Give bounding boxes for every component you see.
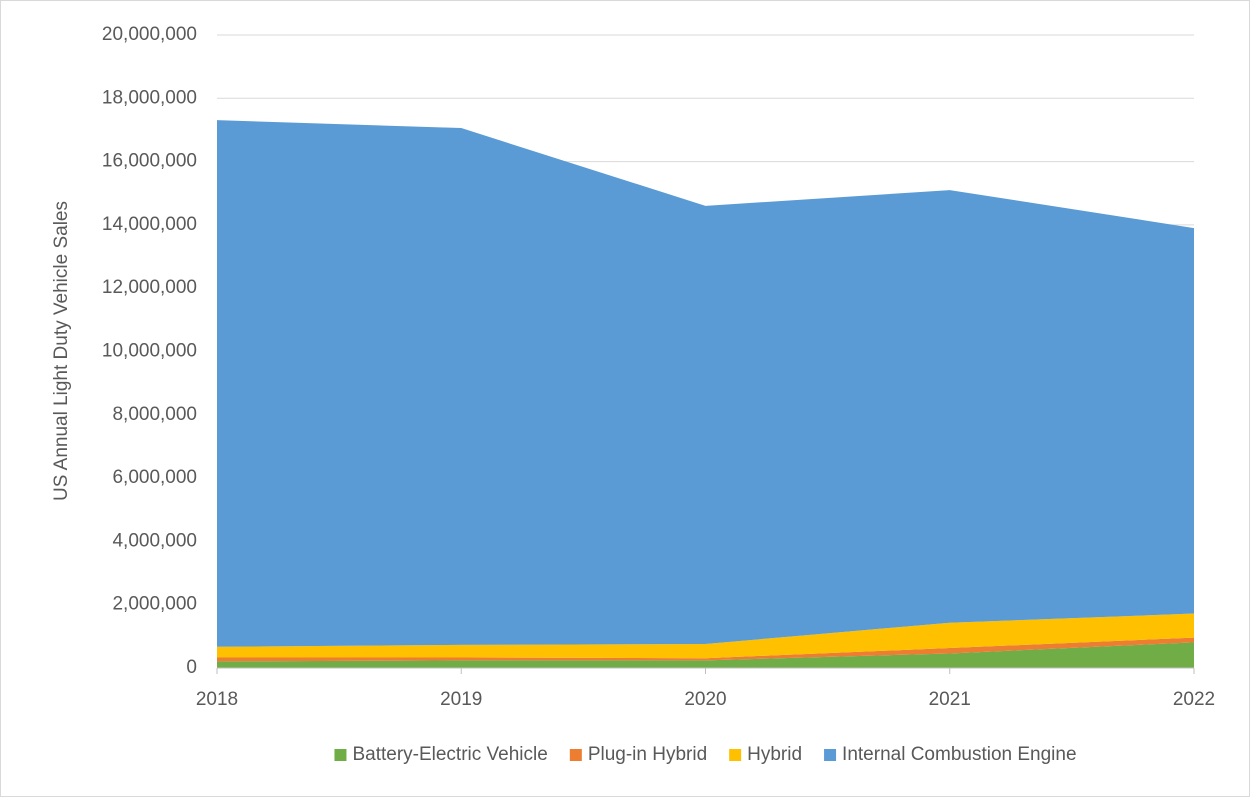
legend-swatch [569,749,582,761]
y-tick-label: 4,000,000 [112,530,197,551]
x-tick-label: 2022 [1173,689,1215,710]
y-tick-label: 0 [186,657,197,678]
x-tick-label: 2019 [440,689,482,710]
y-tick-label: 16,000,000 [102,151,197,172]
x-tick-label: 2020 [684,689,726,710]
area [217,637,1194,662]
y-tick-label: 12,000,000 [102,277,197,298]
y-axis-label: US Annual Light Duty Vehicle Sales [51,201,72,501]
legend-label: Plug-in Hybrid [588,744,707,765]
y-tick-label: 8,000,000 [112,404,197,425]
y-tick-label: 6,000,000 [112,467,197,488]
x-tick-label: 2021 [929,689,971,710]
y-tick-label: 14,000,000 [102,214,197,235]
area [217,120,1194,647]
area [217,642,1194,668]
legend-swatch [334,749,347,761]
area [217,613,1194,659]
legend-item: Hybrid [729,744,802,765]
y-tick-label: 2,000,000 [112,594,197,615]
y-tick-label: 20,000,000 [102,24,197,45]
y-tick-label: 18,000,000 [102,87,197,108]
legend-label: Battery-Electric Vehicle [352,744,547,765]
y-tick-label: 10,000,000 [102,341,197,362]
legend-label: Internal Combustion Engine [842,744,1076,765]
legend-swatch [729,749,742,761]
legend-item: Internal Combustion Engine [824,744,1077,765]
legend-item: Plug-in Hybrid [569,744,707,765]
legend-item: Battery-Electric Vehicle [334,744,548,765]
legend-swatch [824,749,837,761]
legend-label: Hybrid [747,744,802,765]
x-tick-label: 2018 [196,689,238,710]
